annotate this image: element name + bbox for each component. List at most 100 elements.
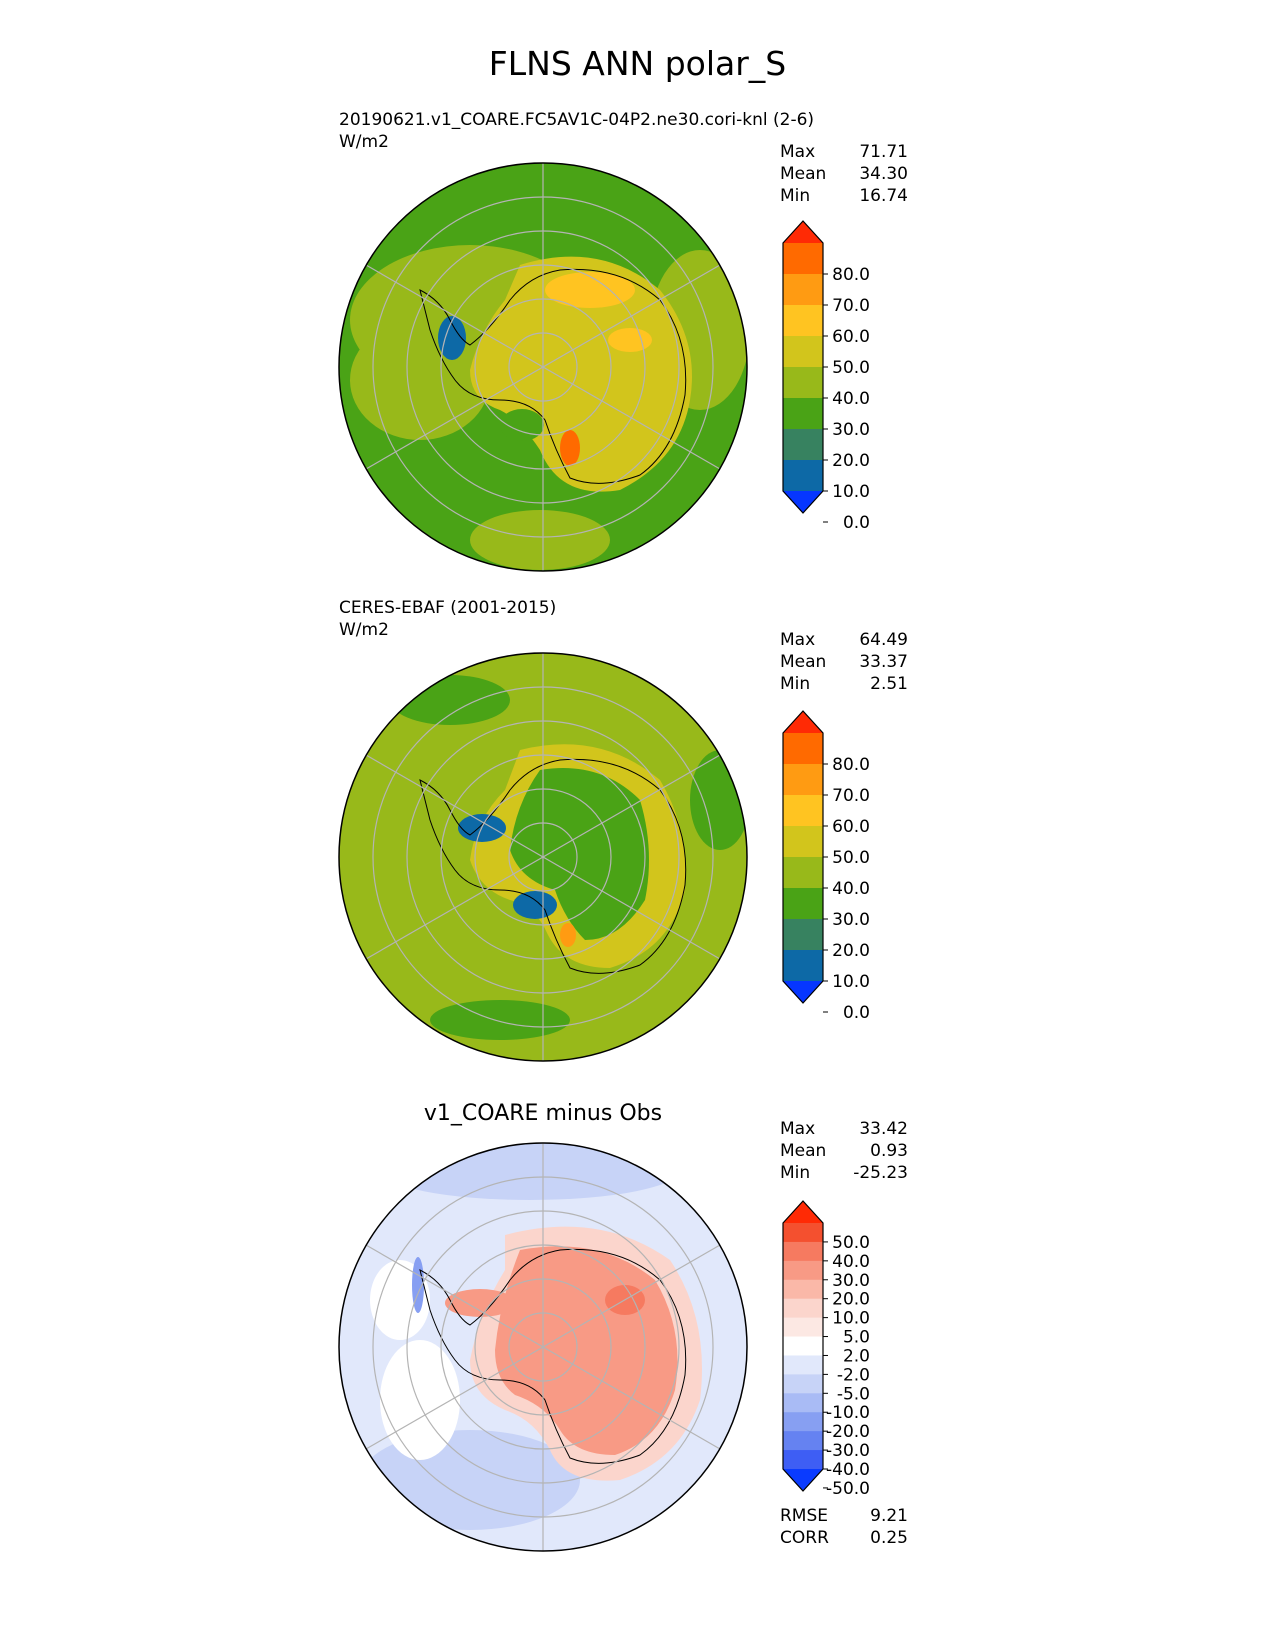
stat-value: 71.71	[859, 142, 908, 162]
map-region	[350, 320, 490, 440]
colorbar-segment	[783, 1298, 823, 1319]
colorbar-tick-label: 50.0	[832, 1233, 870, 1253]
colorbar-tick-label: 30.0	[832, 910, 870, 930]
colorbar-segment	[783, 1393, 823, 1413]
colorbar-segment	[783, 1241, 823, 1262]
colorbar-extend-bottom	[783, 981, 823, 1003]
colorbar-segment	[783, 243, 823, 275]
colorbar-tick-label: -50.0	[826, 1479, 870, 1499]
metric-label: CORR	[780, 1528, 829, 1548]
map-region	[560, 923, 576, 947]
stat-value: 64.49	[859, 630, 908, 650]
colorbar-segment	[783, 950, 823, 982]
colorbar-segment	[783, 795, 823, 827]
colorbar-tick-label: -2.0	[837, 1365, 870, 1385]
colorbar-tick-label: 20.0	[832, 941, 870, 961]
colorbar-segment	[783, 1412, 823, 1432]
map-1-grid	[365, 163, 721, 571]
colorbar-segment	[783, 460, 823, 492]
panel-2-title: CERES-EBAF (2001-2015)	[339, 598, 557, 618]
colorbar-tick-label: 10.0	[832, 1309, 870, 1329]
colorbar-segment	[783, 1355, 823, 1375]
colorbar-segment	[783, 919, 823, 951]
metric-value: 9.21	[870, 1506, 908, 1526]
stat-value: -25.23	[853, 1163, 908, 1183]
stat-value: 33.37	[859, 652, 908, 672]
stat-label: Mean	[780, 164, 827, 184]
colorbar-tick-label: 60.0	[832, 817, 870, 837]
stat-label: Mean	[780, 652, 827, 672]
colorbar-segment	[783, 336, 823, 368]
colorbar-segment	[783, 1374, 823, 1394]
colorbar-segment	[783, 305, 823, 337]
metric-label: RMSE	[780, 1506, 829, 1526]
colorbar-segment	[783, 857, 823, 889]
colorbar-segment	[783, 764, 823, 796]
colorbar-extend-top	[783, 711, 823, 733]
colorbar-tick-label: 20.0	[832, 451, 870, 471]
map-region	[560, 430, 580, 466]
panel-3-stats: Max 33.42 Mean 0.93 Min -25.23	[780, 1118, 908, 1184]
figure-title: FLNS ANN polar_S	[488, 44, 787, 83]
colorbar-extend-bottom	[783, 1469, 823, 1491]
continent-fill	[470, 256, 692, 492]
colorbar-tick-label: 80.0	[832, 265, 870, 285]
map-region	[513, 891, 557, 919]
stat-label: Min	[780, 186, 811, 206]
stat-label: Max	[780, 1119, 816, 1139]
map-1-border	[338, 162, 748, 572]
coastline	[419, 1248, 687, 1464]
colorbar-segment	[783, 1317, 823, 1338]
colorbar-segment	[783, 367, 823, 399]
colorbar-1: 80.0 70.0 60.0 50.0 40.0 30.0 20.0 10.0 0.0	[782, 220, 870, 533]
colorbar-segment	[783, 1431, 823, 1451]
colorbar-segment	[783, 1223, 823, 1243]
map-region	[380, 1340, 460, 1460]
colorbar-tick-label: 50.0	[832, 848, 870, 868]
panel-2-stats: Max 64.49 Mean 33.37 Min 2.51	[780, 629, 908, 695]
colorbar-tick-label: 20.0	[832, 1290, 870, 1310]
map-3-border	[338, 1142, 748, 1552]
panel-2-units: W/m2	[339, 620, 389, 640]
colorbar-tick-label: 70.0	[832, 786, 870, 806]
panel-1-stats: Max 71.71 Mean 34.30 Min 16.74	[780, 141, 908, 207]
metric-value: 0.25	[870, 1528, 908, 1548]
stat-value: 2.51	[870, 674, 908, 694]
panel-3-title: v1_COARE minus Obs	[423, 1101, 663, 1126]
map-region	[608, 328, 652, 352]
map-region	[690, 750, 747, 850]
colorbar-tick-label: -40.0	[826, 1460, 870, 1480]
stat-value: 33.42	[859, 1119, 908, 1139]
colorbar-segment	[783, 1260, 823, 1281]
colorbar-tick-label: 40.0	[832, 1252, 870, 1272]
colorbar-segment	[783, 826, 823, 858]
map-region	[510, 768, 649, 940]
colorbar-tick-label: 10.0	[832, 972, 870, 992]
map-region	[360, 1430, 580, 1530]
colorbar-tick-label: 50.0	[832, 358, 870, 378]
colorbar-tick-label: 0.0	[843, 1003, 870, 1023]
colorbar-tick-label: 70.0	[832, 296, 870, 316]
colorbar-segment	[783, 429, 823, 461]
colorbar-segment	[783, 274, 823, 306]
stat-value: 0.93	[870, 1141, 908, 1161]
stat-label: Max	[780, 630, 816, 650]
coastline	[419, 758, 687, 974]
panel-1-units: W/m2	[339, 132, 389, 152]
colorbar-tick-label: -10.0	[826, 1403, 870, 1423]
map-region	[430, 1000, 570, 1040]
map-2-grid	[365, 653, 721, 1061]
colorbar-tick-label: 80.0	[832, 755, 870, 775]
colorbar-tick-label: 2.0	[843, 1346, 870, 1366]
colorbar-2: 80.0 70.0 60.0 50.0 40.0 30.0 20.0 10.0 0.0	[782, 710, 870, 1023]
stat-label: Min	[780, 1163, 811, 1183]
stat-value: 34.30	[859, 164, 908, 184]
panel-3-metrics: RMSE 9.21 CORR 0.25	[780, 1505, 908, 1549]
stat-label: Min	[780, 674, 811, 694]
colorbar-tick-label: 10.0	[832, 482, 870, 502]
colorbar-tick-label: 40.0	[832, 879, 870, 899]
colorbar-tick-label: 40.0	[832, 389, 870, 409]
colorbar-tick-label: 30.0	[832, 420, 870, 440]
stat-label: Max	[780, 142, 816, 162]
